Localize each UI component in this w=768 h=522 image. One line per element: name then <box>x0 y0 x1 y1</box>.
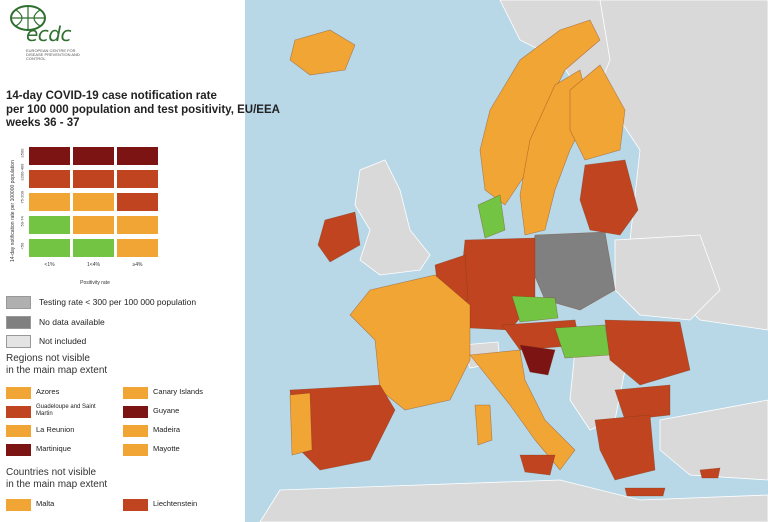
france <box>349 274 471 411</box>
region-legend-item: Azores <box>6 387 124 403</box>
matrix-cell <box>116 146 159 166</box>
region-swatch <box>123 425 148 437</box>
matrix-cell <box>28 215 71 235</box>
matrix-cell <box>28 238 71 258</box>
testing-rate-swatch <box>6 296 31 309</box>
matrix-cell <box>116 192 159 212</box>
matrix-column-label: <1% <box>44 262 55 268</box>
region-legend-item: Guyane <box>123 406 241 422</box>
no-data-label: No data available <box>39 317 105 327</box>
matrix-cell <box>28 146 71 166</box>
matrix-column-label: ≥4% <box>132 262 143 268</box>
color-matrix <box>28 146 162 259</box>
countries-heading: Countries not visible in the main map ex… <box>6 467 107 491</box>
north-africa-land <box>259 479 768 522</box>
country-label: Liechtenstein <box>153 499 198 508</box>
matrix-cell <box>28 192 71 212</box>
croatia-slovenia <box>519 344 556 376</box>
romania <box>604 319 691 386</box>
region-legend-item: La Reunion <box>6 425 124 441</box>
estonia-latvia-lithuania <box>579 159 639 236</box>
country-swatch <box>6 499 31 511</box>
matrix-cell <box>72 238 115 258</box>
matrix-y-label: 14-day notification rate per 100000 popu… <box>10 160 16 262</box>
cyprus <box>699 467 721 479</box>
iceland <box>289 29 356 76</box>
matrix-row-label: 75-200 <box>19 191 25 204</box>
region-legend-item: Madeira <box>123 425 241 441</box>
denmark <box>477 194 506 239</box>
finland <box>569 64 626 161</box>
region-label: Madeira <box>153 425 181 434</box>
globe-icon <box>10 5 46 31</box>
matrix-cell <box>28 169 71 189</box>
matrix-cell <box>116 215 159 235</box>
matrix-y-axis: 14-day notification rate per 100000 popu… <box>6 150 16 268</box>
map-title: 14-day COVID-19 case notification rate p… <box>6 90 280 131</box>
uk-land <box>354 159 431 276</box>
region-legend-item: Mayotte <box>123 444 241 460</box>
ireland <box>317 211 361 263</box>
countries-heading-line-1: Countries not visible <box>6 467 97 478</box>
logo-subtitle: EUROPEAN CENTRE FOR DISEASE PREVENTION A… <box>26 48 80 61</box>
region-label: Guyane <box>153 406 180 415</box>
italy <box>469 349 576 471</box>
matrix-cell <box>72 146 115 166</box>
hungary <box>554 324 611 359</box>
region-label: Azores <box>36 387 60 396</box>
country-label: Malta <box>36 499 55 508</box>
regions-heading-line-2: in the main map extent <box>6 365 108 376</box>
matrix-x-label: Positivity rate <box>80 280 110 286</box>
countries-heading-line-2: in the main map extent <box>6 479 108 490</box>
crete <box>624 487 666 497</box>
region-swatch <box>123 387 148 399</box>
region-label: Mayotte <box>153 444 180 453</box>
region-label: Martinique <box>36 444 72 453</box>
region-label: Canary Islands <box>153 387 204 396</box>
sicily <box>519 454 556 476</box>
matrix-row-label: ≥200-499 <box>19 163 25 181</box>
greece <box>594 414 656 481</box>
matrix-cell <box>116 169 159 189</box>
matrix-row-label: ≥500 <box>19 148 25 158</box>
region-swatch <box>6 387 31 399</box>
matrix-row-label: <50 <box>19 242 25 250</box>
logo-wordmark: ecdc <box>26 22 72 46</box>
bulgaria <box>614 384 671 421</box>
turkey-land <box>659 399 768 481</box>
matrix-cell <box>72 215 115 235</box>
matrix-cell <box>72 192 115 212</box>
region-swatch <box>6 425 31 437</box>
country-swatch <box>123 499 148 511</box>
czechia <box>511 295 559 323</box>
portugal <box>289 392 313 456</box>
legend-panel: ecdc EUROPEAN CENTRE FOR DISEASE PREVENT… <box>0 0 280 522</box>
region-label: Guadeloupe and Saint Martin <box>36 404 96 417</box>
region-swatch <box>6 406 31 418</box>
region-swatch <box>6 444 31 456</box>
country-legend-item: Malta <box>6 499 124 515</box>
ecdc-logo: ecdc EUROPEAN CENTRE FOR DISEASE PREVENT… <box>6 4 90 64</box>
title-line-2: per 100 000 population and test positivi… <box>6 103 280 116</box>
region-legend-item: Guadeloupe and Saint Martin <box>6 404 124 422</box>
testing-rate-label: Testing rate < 300 per 100 000 populatio… <box>39 297 197 307</box>
region-swatch <box>123 406 148 418</box>
corsica-sardinia <box>474 404 493 446</box>
region-legend-item: Martinique <box>6 444 124 460</box>
region-swatch <box>123 444 148 456</box>
region-label: La Reunion <box>36 425 75 434</box>
country-legend-item: Liechtenstein <box>123 499 241 515</box>
title-line-1: 14-day COVID-19 case notification rate <box>6 90 217 102</box>
regions-heading: Regions not visible in the main map exte… <box>6 353 107 377</box>
no-data-swatch <box>6 316 31 329</box>
matrix-row-label: 50-74 <box>19 216 25 227</box>
regions-heading-line-1: Regions not visible <box>6 353 90 364</box>
matrix-column-label: 1<4% <box>87 262 100 268</box>
region-legend-item: Canary Islands <box>123 387 241 403</box>
matrix-cell <box>116 238 159 258</box>
not-included-label: Not included <box>39 336 87 346</box>
not-included-swatch <box>6 335 31 348</box>
title-line-3: weeks 36 - 37 <box>6 117 80 129</box>
matrix-cell <box>72 169 115 189</box>
